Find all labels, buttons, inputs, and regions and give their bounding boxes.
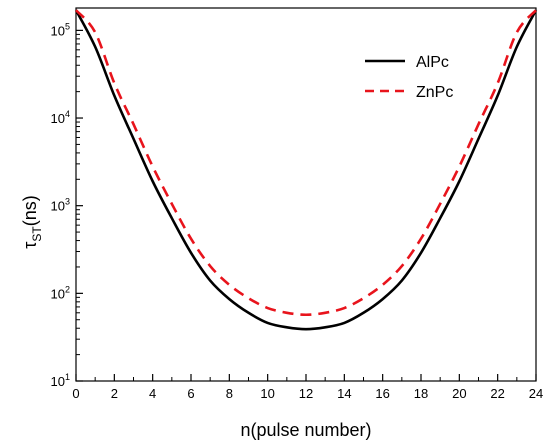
- y-tick-label: 104: [51, 109, 70, 126]
- x-tick-label: 0: [72, 386, 79, 401]
- plot-frame: [75, 7, 537, 382]
- y-tick-label: 105: [51, 21, 70, 38]
- x-tick-label: 12: [299, 386, 313, 401]
- y-axis-title-subscript: ST: [30, 226, 44, 242]
- series-line-alpc: [74, 9, 538, 331]
- legend: AlPc ZnPc: [365, 54, 453, 101]
- x-tick-label: 2: [111, 386, 118, 401]
- y-axis-title-unit: (ns): [20, 195, 40, 226]
- x-tick-label: 24: [529, 386, 543, 401]
- x-tick-label: 22: [490, 386, 504, 401]
- x-tick-label: 18: [414, 386, 428, 401]
- y-tick-label: 101: [51, 372, 70, 389]
- x-tick-label: 6: [187, 386, 194, 401]
- legend-label-alpc: AlPc: [416, 54, 449, 71]
- x-tick-label: 16: [375, 386, 389, 401]
- ticks-layer: [75, 29, 537, 382]
- series-layer: [74, 9, 538, 331]
- x-tick-label: 20: [452, 386, 466, 401]
- x-tick-label: 10: [260, 386, 274, 401]
- x-axis-title: n(pulse number): [240, 420, 371, 440]
- x-tick-label: 4: [149, 386, 156, 401]
- y-tick-label: 103: [51, 197, 70, 214]
- series-line-znpc: [75, 9, 537, 317]
- y-axis-title-symbol: τ: [20, 242, 40, 249]
- y-axis-title: τST(ns): [20, 195, 44, 248]
- plot-area: [75, 7, 537, 382]
- y-tick-label: 102: [51, 284, 70, 301]
- legend-label-znpc: ZnPc: [416, 84, 453, 101]
- x-tick-label: 8: [226, 386, 233, 401]
- x-tick-label: 14: [337, 386, 351, 401]
